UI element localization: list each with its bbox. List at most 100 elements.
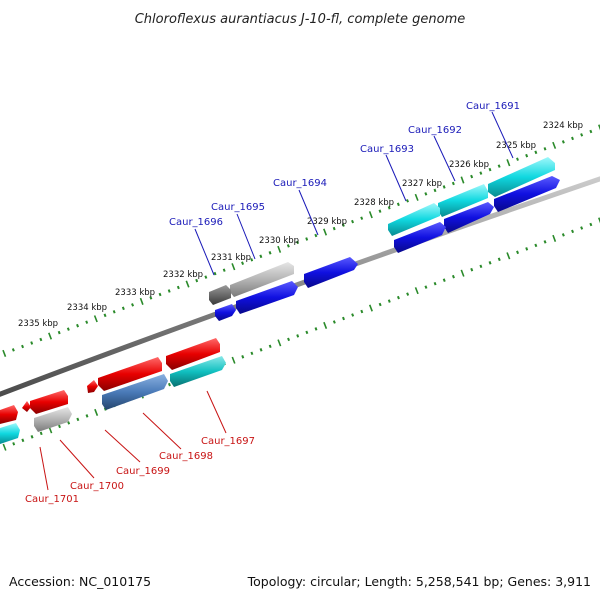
gene-caur-1692[interactable] (438, 184, 488, 217)
tick-label: 2327 kbp (402, 179, 442, 189)
tick-labels: 2324 kbp 2325 kbp 2326 kbp 2327 kbp 2328… (18, 121, 583, 329)
gene-caur-1697-a[interactable] (166, 338, 220, 370)
gene-label-caur-1692[interactable]: Caur_1692 (408, 125, 462, 136)
tick-mark (286, 244, 290, 248)
gene-caur-1692-b[interactable] (444, 202, 494, 233)
tick-mark (571, 136, 574, 141)
tick-mark (121, 306, 125, 311)
gene-label-caur-1695[interactable]: Caur_1695 (211, 202, 265, 213)
tick-mark (470, 174, 474, 179)
tick-mark (314, 233, 318, 238)
tick-mark (305, 330, 309, 335)
gene-caur-1697-b[interactable] (170, 356, 226, 387)
tick-mark (488, 167, 492, 172)
tick-mark (39, 431, 43, 436)
tick-mark (433, 188, 437, 193)
tick-mark (589, 222, 593, 227)
gene-caur-1696[interactable] (209, 285, 231, 305)
tick-mark (516, 250, 520, 255)
gene-caur-1698-b[interactable] (102, 374, 168, 410)
gene-label-caur-1696[interactable]: Caur_1696 (169, 217, 223, 228)
tick-mark (378, 209, 382, 213)
forward-genes (209, 157, 560, 321)
gene-caur-1700-a[interactable] (30, 390, 68, 414)
gene-caur-1698-a[interactable] (98, 357, 162, 391)
tick-mark (11, 348, 15, 352)
tick-mark (387, 206, 391, 210)
tick-mark (305, 237, 309, 241)
gene-caur-1693-b[interactable] (394, 222, 446, 253)
tick-mark (93, 315, 98, 323)
tick-mark (479, 171, 483, 175)
tick-mark (341, 223, 345, 227)
tick-label: 2329 kbp (307, 217, 347, 227)
tick-mark (396, 295, 400, 300)
tick-mark (561, 140, 565, 144)
tick-mark (598, 124, 600, 131)
tick-mark (76, 323, 80, 328)
gene-label-caur-1691[interactable]: Caur_1691 (466, 101, 520, 112)
gene-label-caur-1697[interactable]: Caur_1697 (201, 436, 255, 447)
gene-caur-1700-b[interactable] (34, 407, 72, 432)
tick-mark (506, 159, 511, 167)
tick-label: 2334 kbp (67, 303, 107, 313)
gene-caur-1696-b[interactable] (215, 304, 236, 321)
genome-stats-text: Topology: circular; Length: 5,258,541 bp… (247, 574, 591, 589)
tick-label: 2333 kbp (115, 288, 155, 298)
tick-mark (442, 278, 446, 282)
gene-caur-1691-b[interactable] (494, 176, 560, 212)
tick-mark (259, 348, 263, 352)
gene-caur-1699-a[interactable] (87, 380, 98, 393)
genome-title: Chloroflexus aurantiacus J-10-fl, comple… (135, 12, 466, 27)
tick-mark (580, 133, 584, 137)
tick-mark (368, 211, 373, 219)
tick-mark (2, 443, 7, 451)
tick-mark (534, 150, 538, 155)
gene-label-caur-1699[interactable]: Caur_1699 (116, 466, 170, 477)
gene-label-caur-1701[interactable]: Caur_1701 (25, 494, 79, 505)
tick-mark (414, 193, 419, 201)
tick-label: 2325 kbp (496, 141, 536, 151)
tick-mark (543, 147, 547, 151)
tick-mark (2, 349, 7, 357)
tick-mark (259, 254, 263, 259)
gene-label-caur-1700[interactable]: Caur_1700 (70, 481, 124, 492)
tick-label: 2328 kbp (354, 198, 394, 208)
tick-mark (433, 281, 437, 286)
tick-mark (525, 153, 529, 158)
tick-mark (158, 292, 162, 297)
gene-caur-1691[interactable] (488, 157, 555, 197)
tick-mark (241, 261, 245, 265)
gene-label-caur-1693[interactable]: Caur_1693 (360, 144, 414, 155)
tick-label: 2332 kbp (163, 270, 203, 280)
tick-mark (131, 303, 135, 307)
gene-caur-1694[interactable] (304, 257, 358, 288)
gene-caur-1701-a[interactable] (22, 401, 31, 412)
tick-mark (167, 382, 171, 387)
tick-mark (332, 226, 336, 231)
tick-mark (497, 257, 501, 262)
reverse-genes (0, 338, 226, 444)
gene-label-caur-1694[interactable]: Caur_1694 (273, 178, 327, 189)
tick-mark (552, 141, 557, 149)
tick-mark (598, 217, 600, 224)
gene-caur-1695-b[interactable] (236, 281, 298, 314)
gene-caur-1695[interactable] (230, 262, 294, 297)
tick-mark (479, 264, 483, 269)
gene-label-caur-1698[interactable]: Caur_1698 (159, 451, 213, 462)
tick-mark (580, 226, 584, 230)
tick-mark (351, 313, 355, 317)
tick-mark (552, 234, 557, 242)
tick-mark (516, 157, 519, 161)
tick-mark (406, 199, 409, 203)
gene-caur-1701-c[interactable] (0, 423, 20, 444)
gene-caur-1701-b[interactable] (0, 405, 18, 424)
tick-mark (296, 334, 300, 338)
tick-mark (58, 424, 61, 429)
tick-mark (368, 304, 373, 312)
tick-mark (387, 299, 391, 303)
tick-label: 2326 kbp (449, 160, 489, 170)
gene-caur-1693[interactable] (388, 203, 440, 236)
tick-mark (470, 267, 474, 272)
